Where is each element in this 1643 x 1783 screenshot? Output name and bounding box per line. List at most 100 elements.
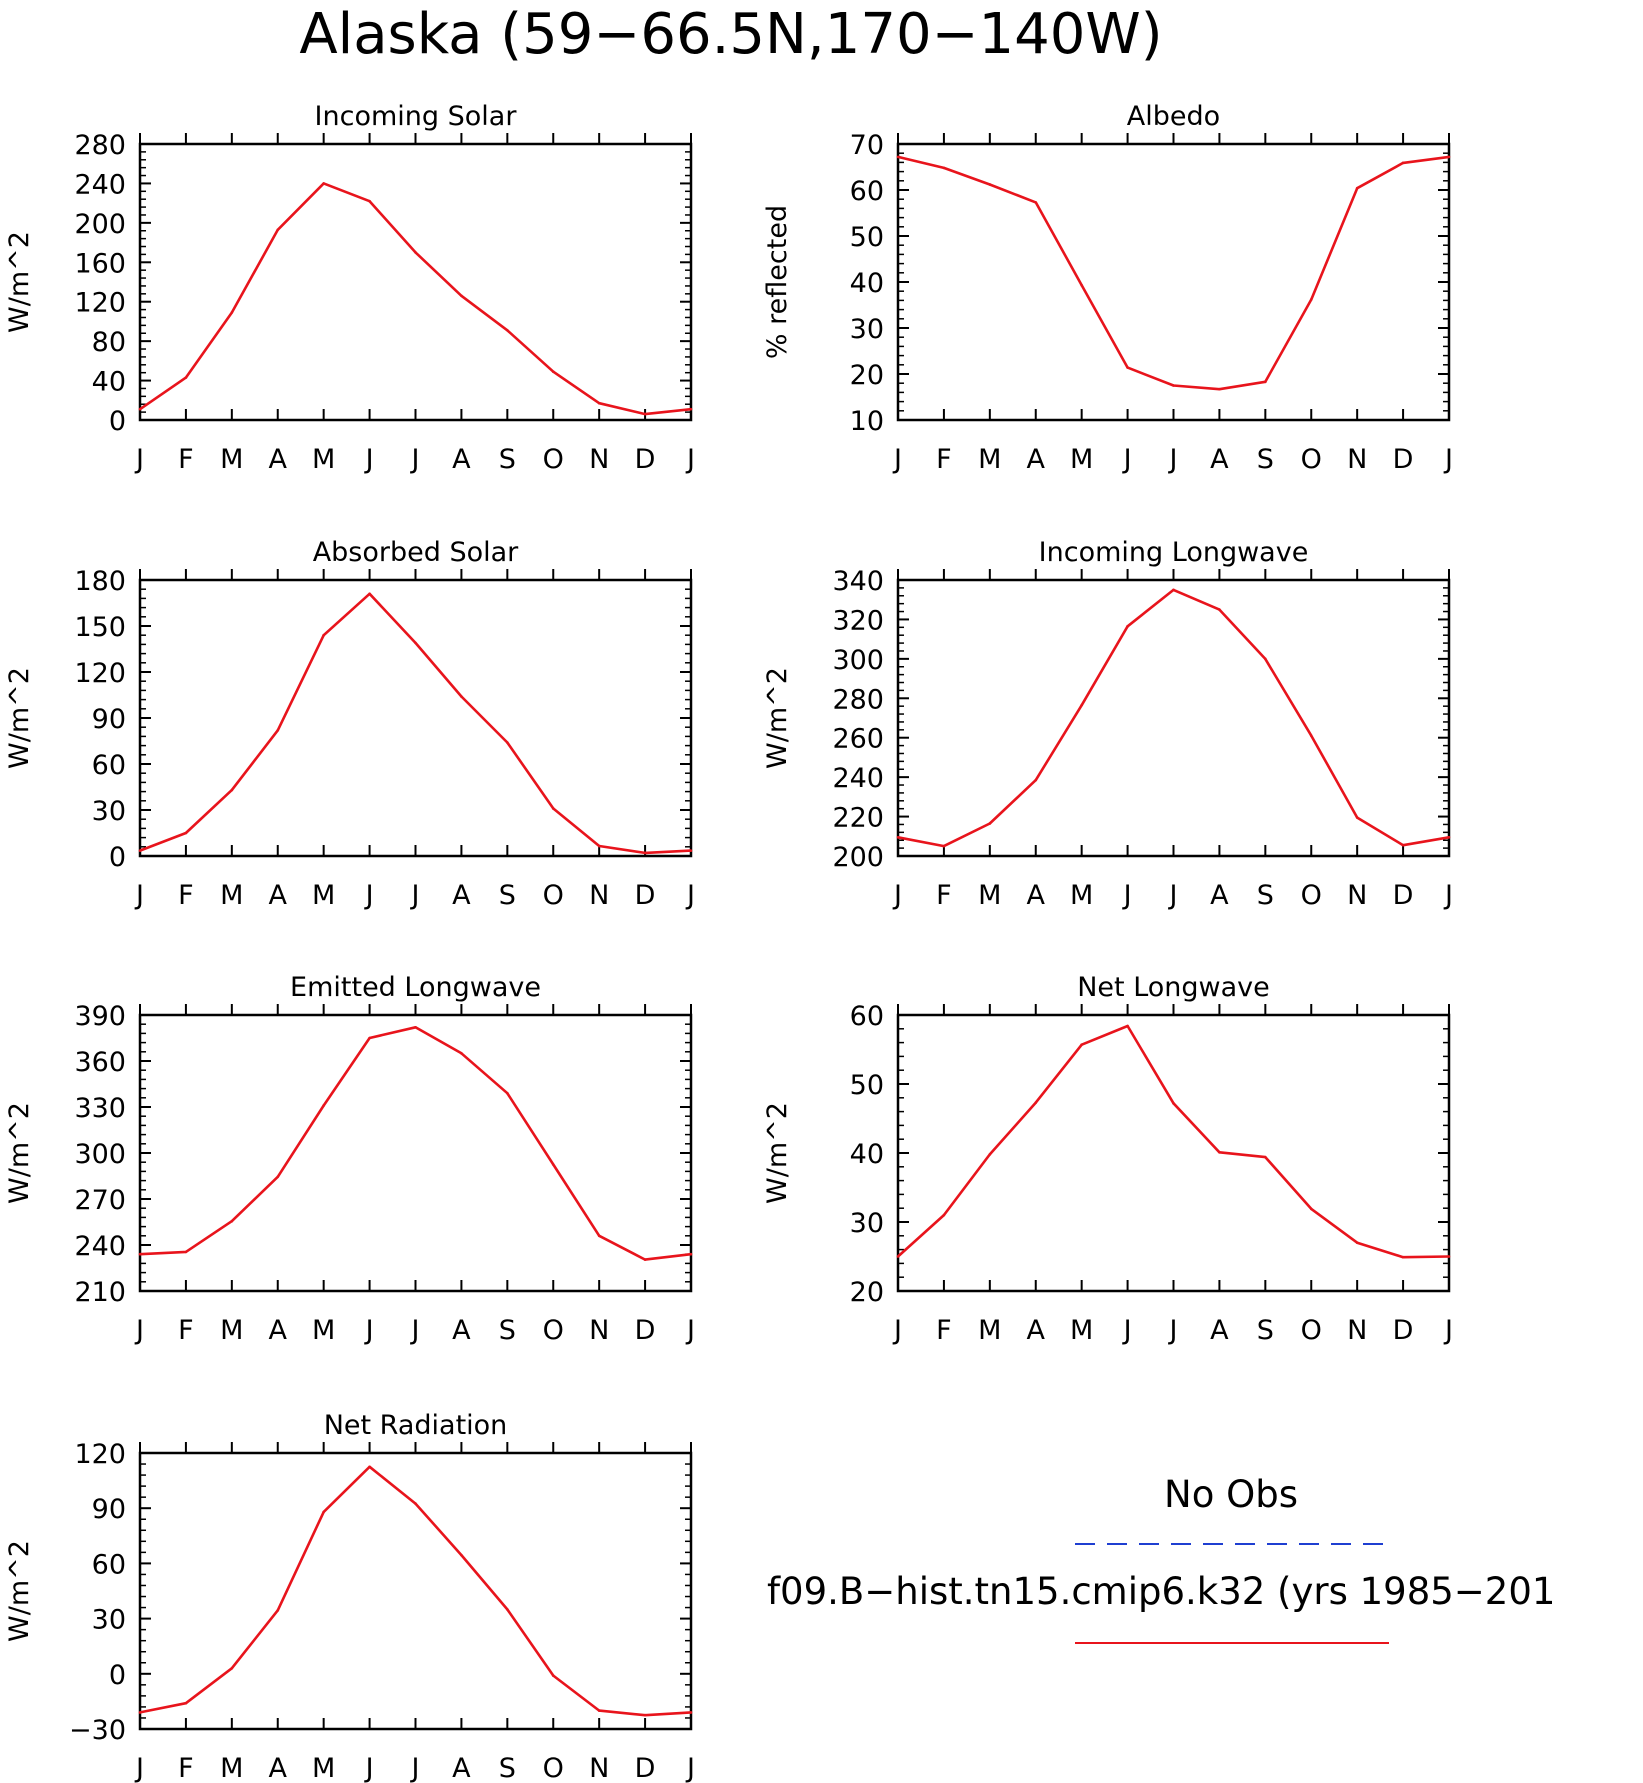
x-tick-label: S — [499, 444, 516, 475]
x-tick-label: J — [685, 880, 695, 911]
data-point — [506, 1091, 509, 1095]
y-tick-label: 330 — [74, 1093, 126, 1124]
data-point — [1218, 387, 1221, 391]
x-tick-label: J — [685, 1315, 695, 1346]
data-point — [597, 1709, 601, 1712]
plot-frame — [896, 142, 1451, 422]
data-point — [1447, 835, 1451, 839]
data-point — [551, 807, 555, 810]
x-tick-label: J — [134, 1753, 144, 1783]
y-axis-label: W/m^2 — [762, 1102, 793, 1204]
data-point — [988, 1153, 992, 1156]
y-tick-label: 220 — [832, 803, 884, 834]
x-tick-label: J — [364, 1753, 374, 1783]
x-tick-label: J — [364, 1315, 374, 1346]
data-point — [276, 728, 280, 732]
data-point — [276, 228, 280, 232]
data-point — [942, 844, 946, 848]
y-tick-label: 120 — [74, 1439, 126, 1470]
y-tick-label: 320 — [832, 605, 884, 636]
x-tick-label: J — [134, 1315, 144, 1346]
data-point — [1401, 843, 1405, 847]
y-tick-label: 340 — [832, 566, 884, 597]
x-tick-label: J — [1122, 444, 1132, 475]
x-tick-label: J — [410, 444, 420, 475]
x-tick-label: F — [936, 1315, 952, 1346]
y-tick-label: 240 — [74, 1231, 126, 1262]
y-axis-label: W/m^2 — [4, 1102, 35, 1204]
x-tick-label: F — [936, 880, 952, 911]
data-point — [322, 1510, 325, 1514]
data-point — [643, 412, 647, 416]
y-tick-label: 20 — [850, 1277, 884, 1308]
y-tick-label: 10 — [850, 406, 884, 437]
data-point — [896, 155, 900, 159]
x-tick-label: F — [936, 444, 952, 475]
data-point — [1355, 816, 1359, 819]
data-point — [230, 1219, 234, 1223]
plot-frame — [138, 142, 693, 422]
series-line — [897, 155, 1450, 391]
y-tick-label: 20 — [850, 360, 884, 391]
panel-title: Albedo — [1127, 101, 1220, 132]
x-tick-label: M — [312, 1753, 335, 1783]
y-tick-label: 0 — [109, 1660, 126, 1691]
panel-title: Emitted Longwave — [290, 972, 541, 1003]
x-tick-label: A — [452, 1753, 471, 1783]
x-tick-label: F — [178, 444, 194, 475]
data-point — [1264, 657, 1267, 661]
x-tick-label: D — [1393, 444, 1414, 475]
y-tick-label: 70 — [850, 130, 884, 161]
x-tick-label: A — [269, 880, 288, 911]
panel-title: Incoming Solar — [315, 101, 518, 132]
data-point — [230, 1666, 234, 1670]
data-point — [689, 849, 693, 852]
data-point — [138, 849, 142, 852]
data-point — [414, 1025, 417, 1029]
data-point — [1309, 298, 1313, 301]
x-tick-label: A — [452, 880, 471, 911]
data-point — [896, 835, 900, 839]
y-tick-label: 160 — [74, 248, 126, 279]
data-point — [138, 407, 142, 411]
data-point — [1172, 588, 1175, 592]
data-point — [551, 370, 555, 374]
y-tick-label: −30 — [69, 1715, 126, 1746]
x-tick-label: O — [543, 880, 564, 911]
x-tick-label: F — [178, 1315, 194, 1346]
y-tick-label: 40 — [850, 268, 884, 299]
y-tick-label: 60 — [850, 176, 884, 207]
x-tick-label: O — [543, 444, 564, 475]
plot-frame — [896, 1013, 1451, 1293]
x-tick-label: N — [589, 880, 609, 911]
panel-title: Net Longwave — [1077, 972, 1270, 1003]
x-tick-label: N — [589, 1315, 609, 1346]
x-tick-label: D — [635, 1315, 656, 1346]
y-tick-label: 80 — [92, 327, 126, 358]
x-tick-label: J — [892, 1315, 902, 1346]
x-tick-label: M — [1070, 1315, 1093, 1346]
data-point — [1080, 1043, 1083, 1046]
legend-label-obs: No Obs — [1164, 1473, 1298, 1516]
x-tick-label: J — [134, 880, 144, 911]
data-point — [1126, 625, 1129, 628]
data-point — [597, 1234, 601, 1238]
data-point — [368, 1465, 371, 1469]
x-tick-label: A — [269, 1315, 288, 1346]
data-point — [230, 788, 234, 792]
x-tick-label: M — [220, 1753, 243, 1783]
y-tick-label: 30 — [850, 314, 884, 345]
x-tick-label: J — [685, 1753, 695, 1783]
data-point — [184, 376, 188, 379]
data-point — [1218, 608, 1221, 611]
x-tick-label: N — [589, 1753, 609, 1783]
data-point — [643, 1713, 647, 1717]
y-tick-label: 360 — [74, 1047, 126, 1078]
y-tick-label: 120 — [74, 288, 126, 319]
x-tick-label: A — [452, 1315, 471, 1346]
data-point — [597, 401, 601, 405]
